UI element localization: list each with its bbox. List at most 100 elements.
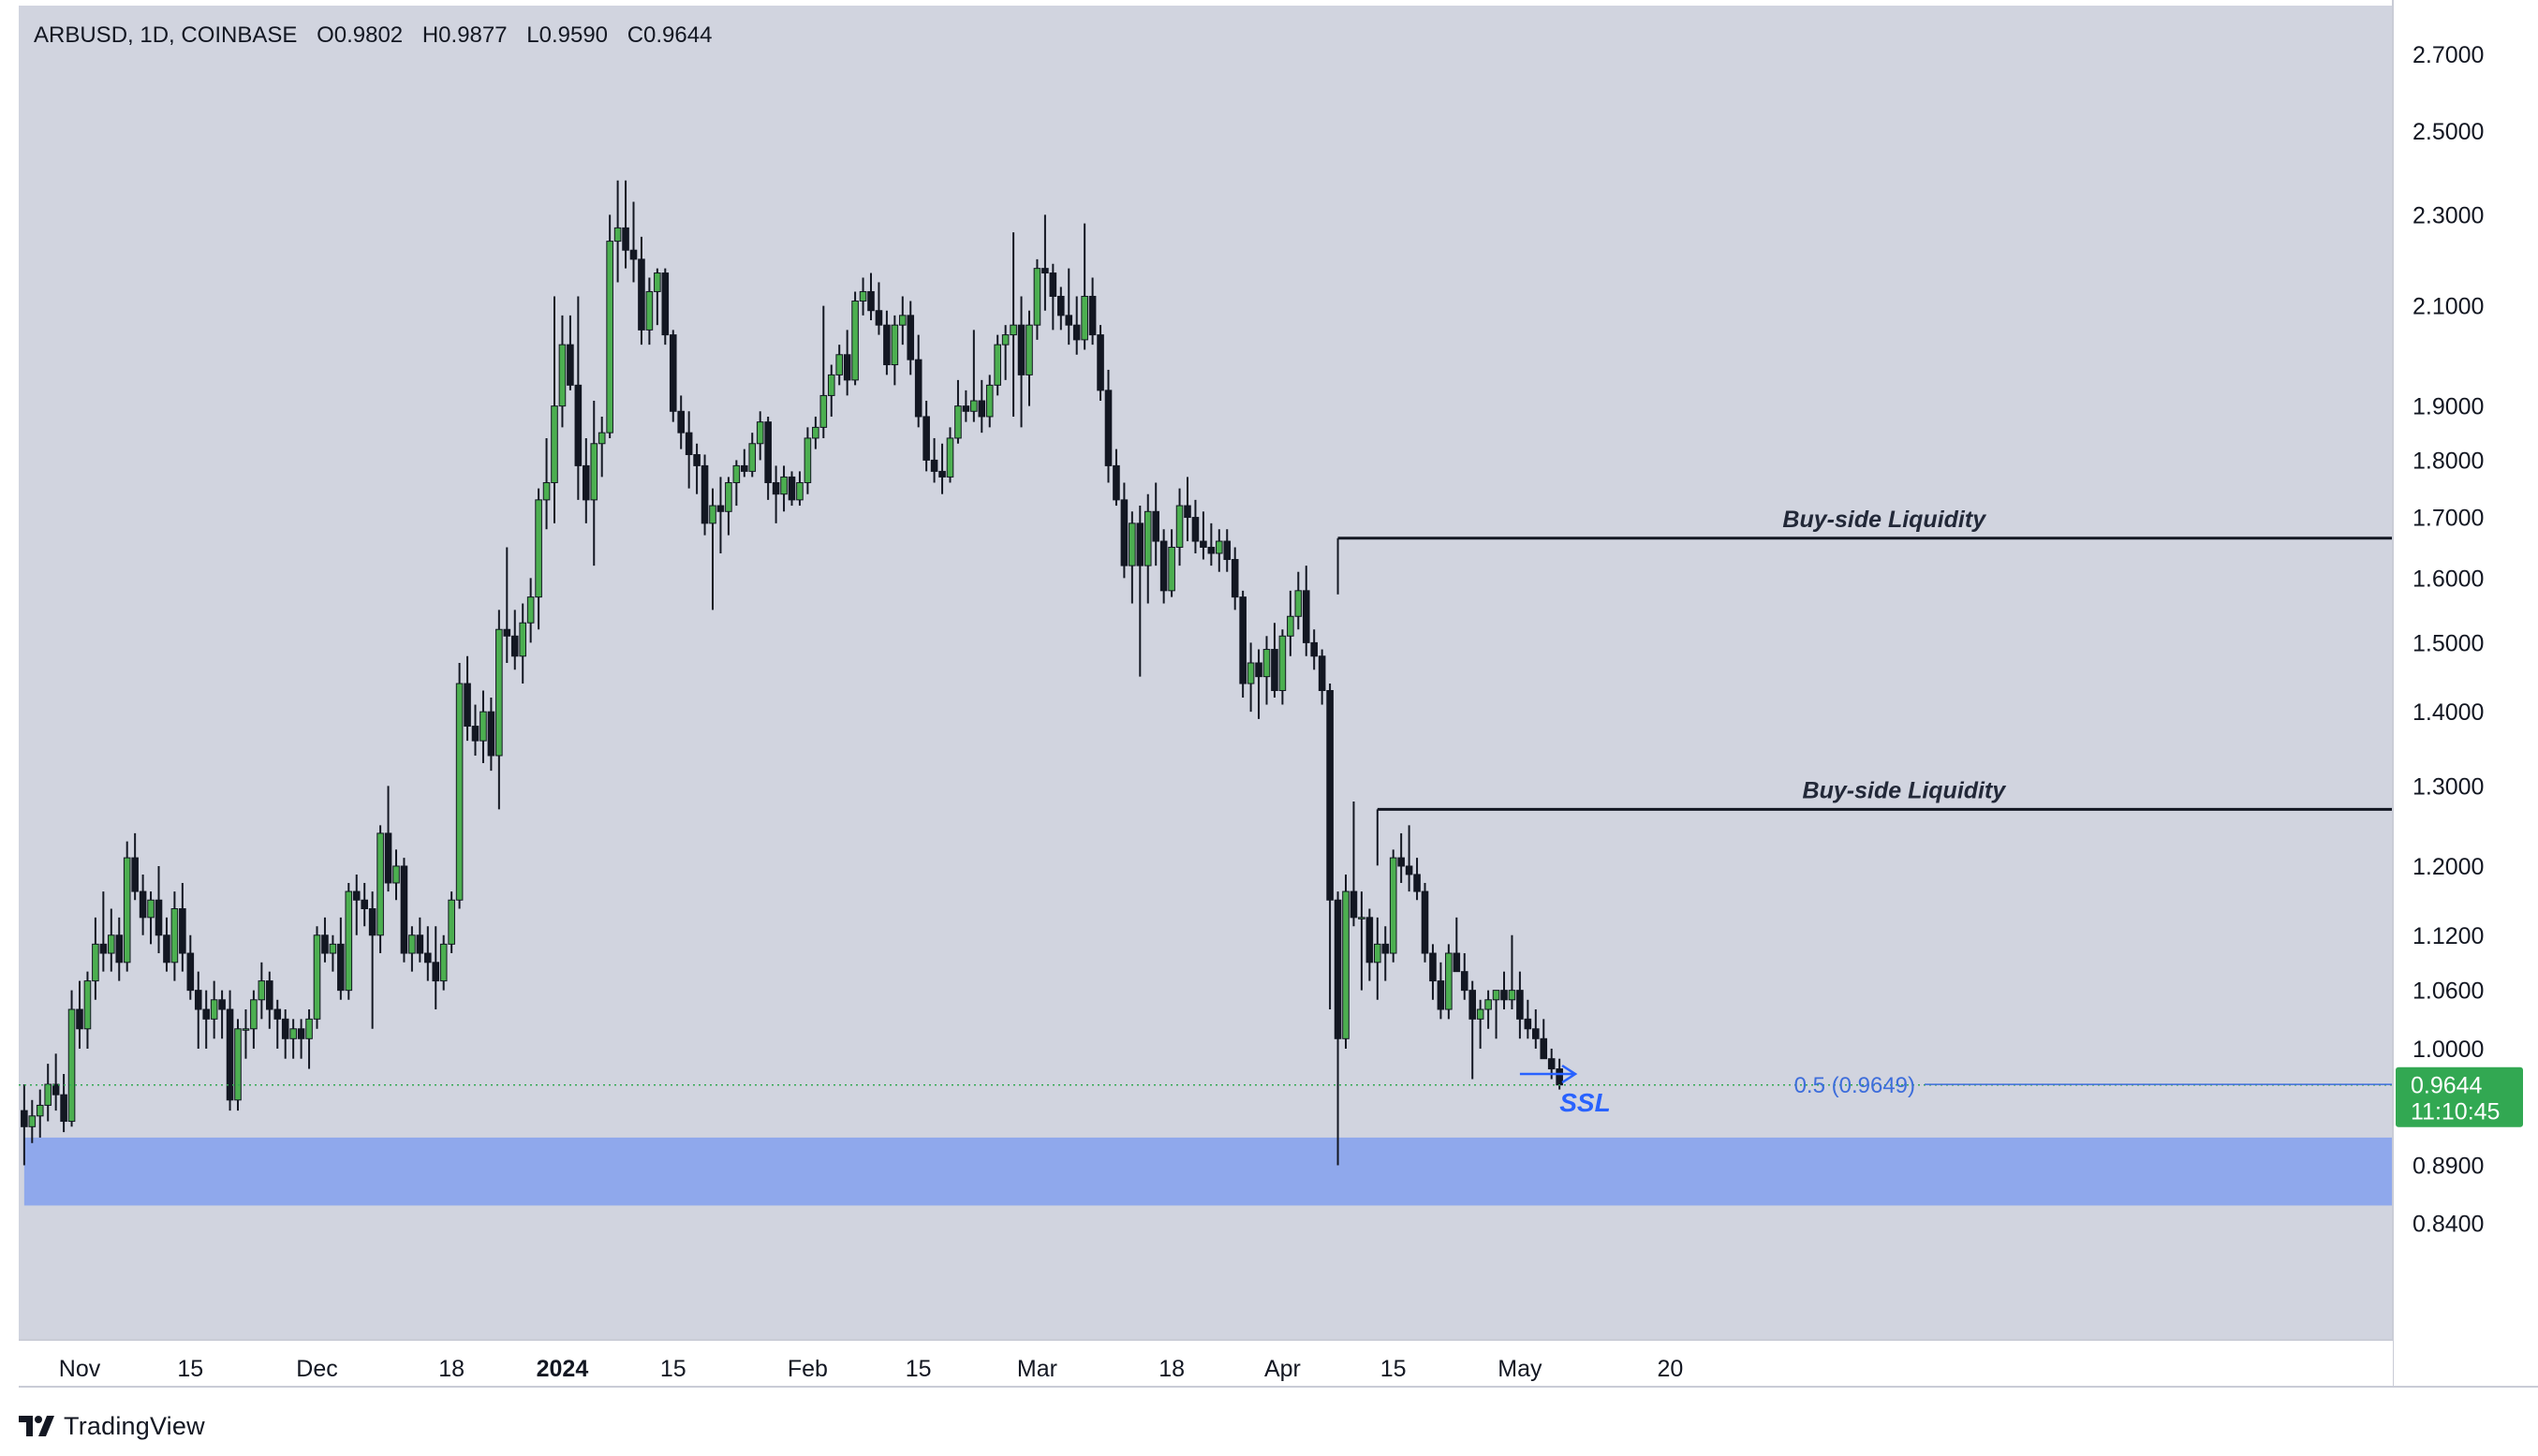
candle [1010,232,1017,417]
candle [985,375,994,428]
candle-body-up [480,711,487,742]
candle [970,330,978,422]
candle-body-down [1152,510,1160,542]
candle-body-up [1033,268,1041,326]
candle-body-up [1001,334,1010,346]
candle [812,416,819,449]
last-price-tag-background [2396,1066,2523,1127]
candle [922,401,930,472]
candle [384,786,392,892]
candle [780,465,788,512]
candle-body-down [701,464,709,524]
candle-body-down [1113,464,1120,501]
price-tick-label: 0.8900 [2413,1154,2484,1180]
time-axis[interactable]: Nov 15 Dec 18 2024 15 Feb 15 Mar 18 Apr 15 May 20 [19,1339,2538,1388]
candle [1532,1009,1540,1049]
candle [1437,962,1445,1020]
candle-body-up [946,437,954,478]
candle-body-down [1326,689,1334,901]
candle-body-down [218,999,226,1010]
candle-body-up [1081,295,1088,341]
candle-body-up [535,499,542,598]
candle [1088,277,1097,346]
candle [52,1053,60,1111]
candle [464,655,471,742]
candle-body-up [250,999,258,1030]
candle-body-up [1508,990,1516,1001]
candle-body-up [242,1028,250,1031]
candle [289,1019,297,1059]
candle [186,934,195,1000]
price-tick-label: 1.3000 [2413,773,2484,800]
candle [622,180,629,269]
candle-body-up [542,481,551,501]
candle [819,305,828,438]
candle-body-up [994,344,1002,386]
candle-body-down [716,505,725,512]
candle [1508,934,1516,1010]
candle-body-down [194,990,202,1010]
candle [685,411,693,489]
candle-body-down [1540,1037,1548,1060]
candle-body-down [76,1008,83,1030]
time-tick-label: May [1498,1356,1542,1382]
candle [654,268,661,326]
candle-body-up [1492,990,1500,1001]
candle-body-up [1026,324,1033,375]
candle [526,578,535,643]
candle [883,310,891,375]
candle-body-up [899,315,907,326]
price-tick-label: 1.2000 [2413,854,2484,880]
candle-body-up [551,405,558,483]
price-axis[interactable]: 2.7000 2.5000 2.3000 2.1000 1.9000 1.8000 1.70… [2392,0,2538,1388]
candle-body-down [1097,334,1104,391]
candle [297,1019,305,1059]
candle-body-down [638,258,645,331]
candle [835,345,844,386]
candle [613,180,622,283]
candle-body-down [930,459,938,472]
candle [1334,891,1342,1166]
candle-body-down [978,400,986,418]
candle-body-up [519,622,527,657]
candle [1026,310,1033,406]
candle [1484,990,1492,1029]
candle [218,990,226,1039]
time-tick-label: 15 [1380,1356,1407,1382]
tradingview-brand[interactable]: TradingView [19,1407,205,1445]
candle-body-up [289,1028,297,1039]
candle [210,980,218,1039]
candle-body-down [1049,272,1057,297]
candle-body-down [1271,649,1278,691]
candle-body-down [1136,522,1144,566]
candle [487,698,495,772]
candle [400,858,408,963]
candle-body-down [60,1094,67,1123]
candle-body-up [804,437,812,483]
price-tick-label: 1.0000 [2413,1037,2484,1063]
candle-body-up [1247,662,1255,684]
candle [598,416,606,478]
candle-body-up [985,384,994,418]
candle [503,547,511,663]
candle [1413,858,1421,901]
candle-body-down [99,943,108,954]
legend-ohlc: ARBUSD, 1D, COINBASE O0.9802 H0.9877 L0.… [34,22,712,48]
candle [732,460,741,507]
time-tick-label: Nov [59,1356,101,1382]
candle-body-up [1010,324,1017,336]
candle [693,443,701,494]
candle-body-up [1484,999,1492,1010]
candle-body-up [1262,649,1271,678]
candle [558,315,567,428]
candle [772,465,780,523]
candle-body-down [867,290,875,312]
price-tick-label: 1.6000 [2413,566,2484,592]
candle-body-down [772,481,780,495]
candle [1175,488,1184,566]
candle-body-down [384,832,392,884]
candle-body-down [266,980,273,1010]
